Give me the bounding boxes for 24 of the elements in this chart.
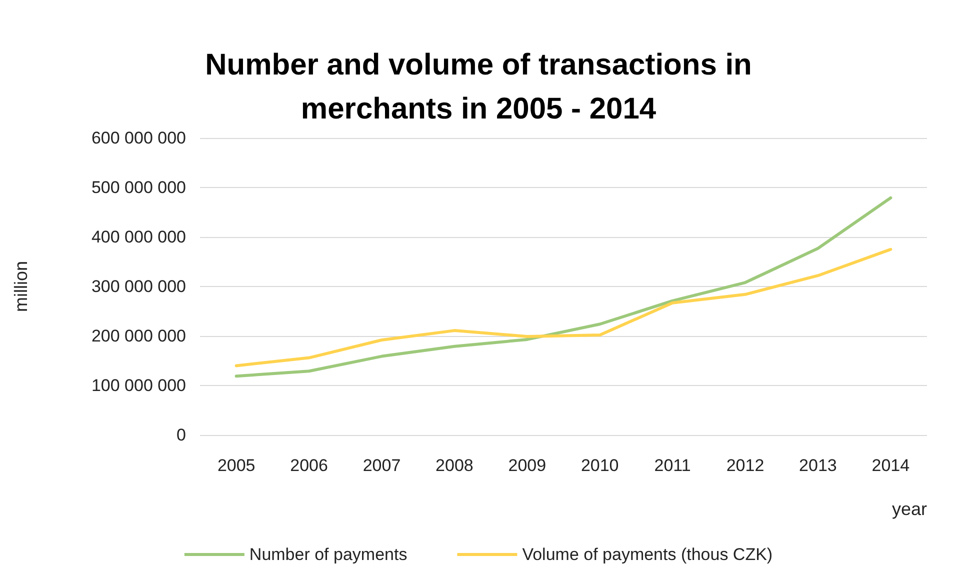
x-tick-label: 2010: [580, 456, 619, 475]
line-series: [234, 248, 892, 368]
x-tick-label: 2013: [799, 456, 837, 475]
line-series: [234, 196, 892, 378]
y-tick-label: 500 000 000: [91, 178, 186, 197]
x-tick-label: 2014: [872, 456, 910, 475]
y-tick-label: 600 000 000: [91, 128, 186, 148]
y-tick-label: 100 000 000: [91, 376, 186, 395]
x-tick-label: 2007: [362, 456, 401, 475]
y-tick-label: 200 000 000: [91, 326, 186, 346]
x-axis-title: year: [892, 499, 928, 519]
x-tick-label: 2012: [726, 456, 764, 475]
x-tick-label: 2011: [654, 456, 691, 475]
y-tick-label: 300 000 000: [91, 277, 186, 296]
x-tick-label: 2009: [508, 456, 546, 475]
legend-label: Volume of payments (thous CZK): [522, 545, 773, 564]
legend-label: Number of payments: [249, 545, 408, 564]
y-tick-label: 400 000 000: [91, 228, 186, 246]
y-tick-label: 0: [176, 426, 186, 444]
x-tick-label: 2006: [290, 456, 328, 475]
y-axis-title: million: [11, 260, 31, 312]
chart-title: Number and volume of transactions in merchants in 2005 - 2014: [205, 48, 752, 126]
x-tick-label: 2008: [436, 456, 474, 475]
x-tick-label: 2005: [217, 456, 256, 475]
